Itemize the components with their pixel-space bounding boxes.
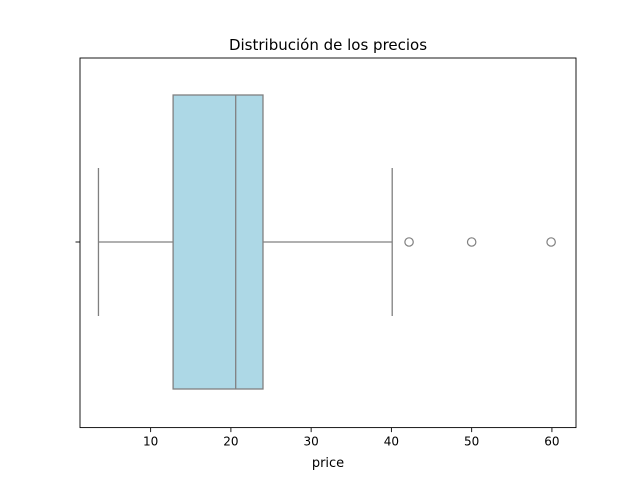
axes-frame — [79, 57, 577, 429]
x-tick-label: 60 — [544, 435, 559, 449]
x-tick-label: 30 — [304, 435, 319, 449]
x-tick-label: 50 — [464, 435, 479, 449]
outlier-point — [546, 237, 556, 247]
x-tick-label: 10 — [143, 435, 158, 449]
plot-area — [97, 94, 556, 390]
outlier-point — [466, 237, 477, 247]
interquartile-box — [172, 94, 264, 390]
x-axis-label: price — [312, 456, 344, 471]
x-tick-label: 20 — [223, 435, 238, 449]
x-axis-ticks: 10 20 30 40 50 60 — [143, 427, 560, 449]
x-tick-label: 40 — [384, 435, 399, 449]
outlier-point — [404, 237, 414, 247]
chart-title: Distribución de los precios — [229, 36, 427, 54]
